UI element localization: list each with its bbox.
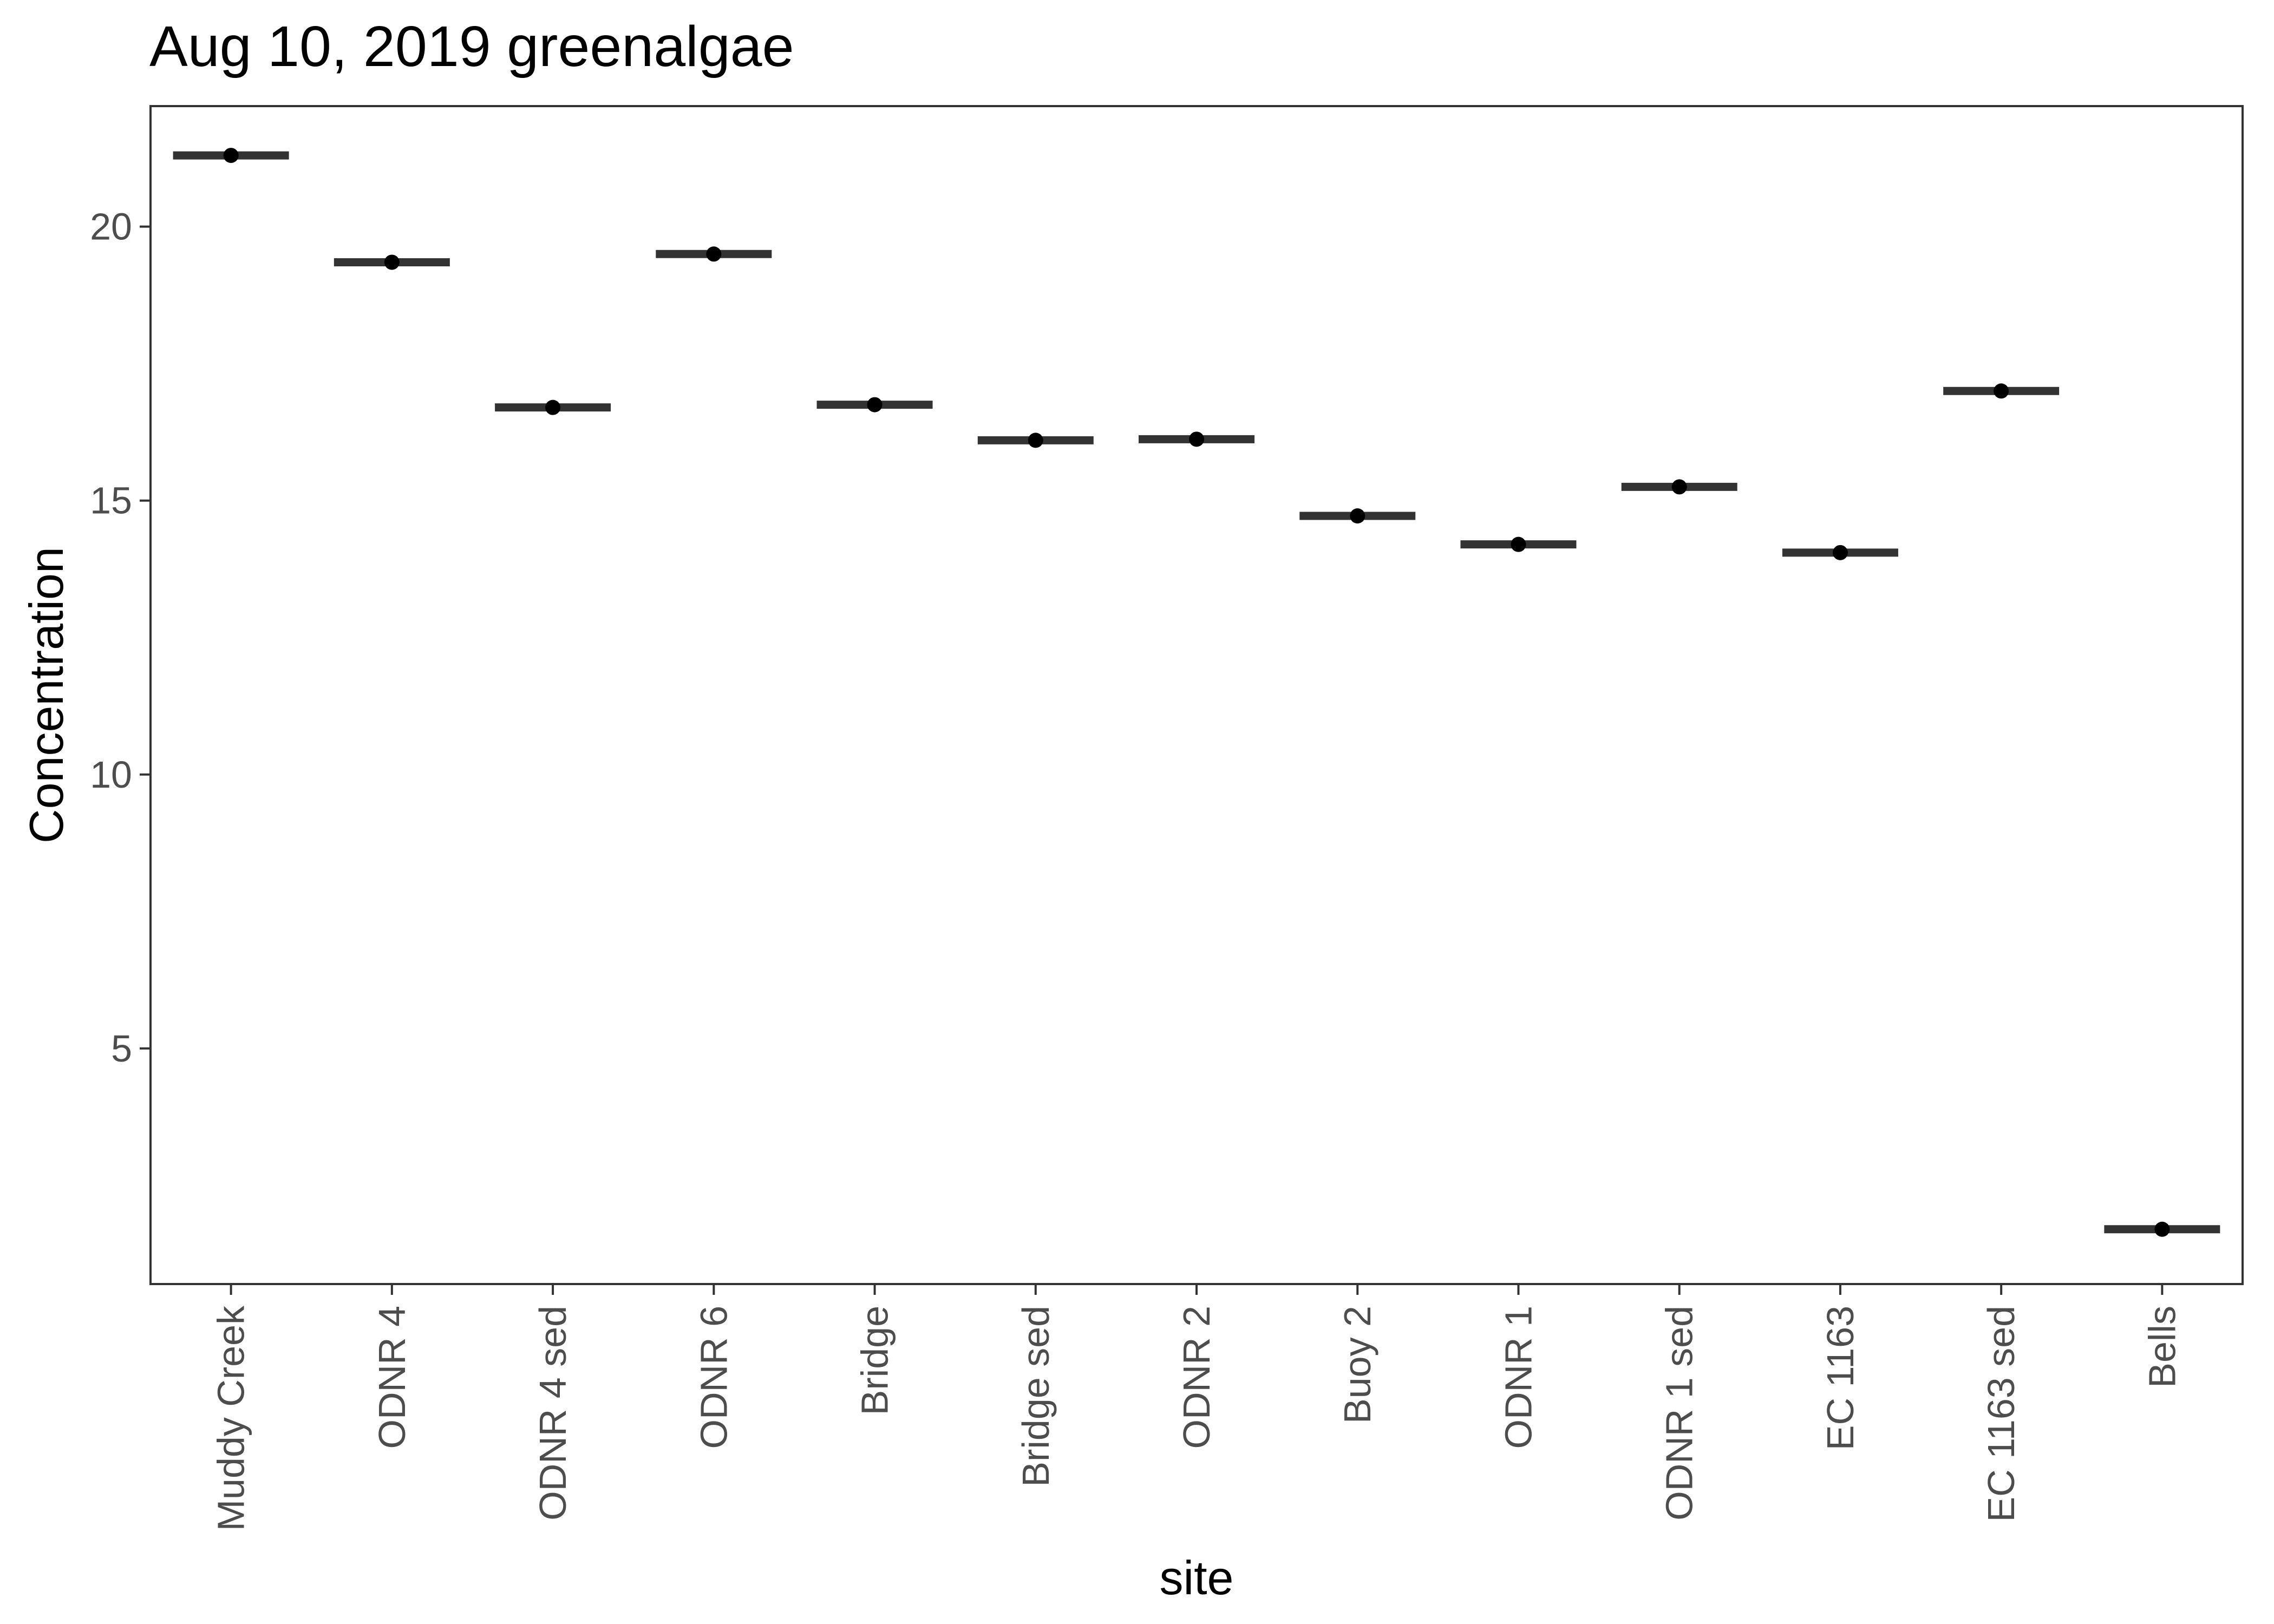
x-tick-label: ODNR 1 sed — [1658, 1306, 1701, 1521]
x-tick-label: ODNR 1 — [1497, 1306, 1539, 1449]
x-tick-label: Bells — [2141, 1306, 2183, 1388]
data-point — [384, 254, 400, 270]
chart-title: Aug 10, 2019 greenalgae — [149, 15, 794, 78]
y-tick-label: 15 — [90, 480, 132, 522]
x-tick-label: EC 1163 sed — [1980, 1306, 2022, 1522]
data-point — [706, 246, 722, 262]
data-point — [1671, 479, 1687, 495]
x-axis-title: site — [1160, 1551, 1234, 1605]
data-point — [545, 400, 561, 415]
y-tick-label: 20 — [90, 206, 132, 248]
plot-panel — [149, 105, 2244, 1285]
data-point — [2154, 1221, 2170, 1237]
data-point — [223, 148, 239, 163]
y-axis-title: Concentration — [19, 547, 73, 843]
data-marks — [173, 148, 2220, 1237]
x-axis: Muddy Creek ODNR 4 ODNR 4 sed ODNR 6 Bridge B… — [210, 1284, 2183, 1531]
x-tick-label: Bridge sed — [1015, 1306, 1057, 1487]
x-tick-label: ODNR 4 sed — [532, 1306, 574, 1521]
data-point — [867, 397, 883, 412]
y-tick-label: 5 — [111, 1027, 132, 1070]
data-point — [1189, 431, 1204, 447]
data-point — [1511, 536, 1526, 552]
x-tick-label: Buoy 2 — [1336, 1306, 1378, 1424]
x-tick-label: Bridge — [854, 1306, 896, 1415]
x-tick-label: Muddy Creek — [210, 1305, 252, 1531]
y-tick-label: 10 — [90, 754, 132, 796]
x-tick-label: ODNR 6 — [692, 1306, 735, 1449]
x-tick-label: ODNR 4 — [371, 1306, 413, 1449]
data-point — [1028, 433, 1043, 448]
x-tick-label: EC 1163 — [1819, 1306, 1861, 1450]
data-point — [1994, 383, 2009, 399]
x-tick-label: ODNR 2 — [1175, 1306, 1218, 1449]
y-axis: 5 10 15 20 — [90, 206, 151, 1070]
data-point — [1832, 545, 1848, 560]
data-point — [1350, 508, 1365, 524]
